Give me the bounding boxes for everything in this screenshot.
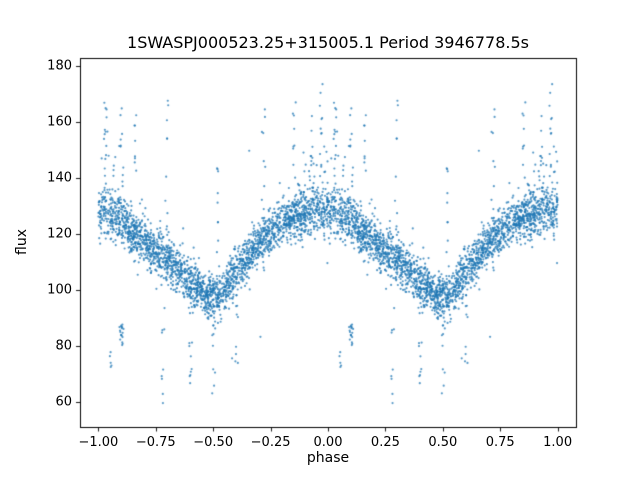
chart-title: 1SWASPJ000523.25+315005.1 Period 3946778… — [127, 33, 529, 52]
x-axis-label: phase — [306, 450, 350, 466]
y-tick-label: 80 — [55, 338, 72, 354]
x-tick-label: 0.75 — [485, 435, 515, 450]
y-tick-label: 120 — [47, 226, 72, 242]
y-axis-label: flux — [14, 229, 30, 255]
x-tick-label: −0.75 — [135, 435, 176, 450]
y-tick-label: 60 — [55, 394, 72, 410]
x-tick-label: 1.00 — [543, 435, 573, 450]
y-tick-label: 180 — [47, 58, 72, 74]
x-tick-label: −1.00 — [78, 435, 119, 450]
y-tick-label: 100 — [47, 282, 72, 298]
x-tick-label: 0.25 — [370, 435, 400, 450]
x-tick-label: −0.50 — [193, 435, 234, 450]
y-tick-label: 160 — [47, 114, 72, 130]
x-tick-label: 0.00 — [313, 435, 343, 450]
y-tick-label: 140 — [47, 170, 72, 186]
x-tick-label: −0.25 — [250, 435, 291, 450]
x-tick-label: 0.50 — [428, 435, 458, 450]
